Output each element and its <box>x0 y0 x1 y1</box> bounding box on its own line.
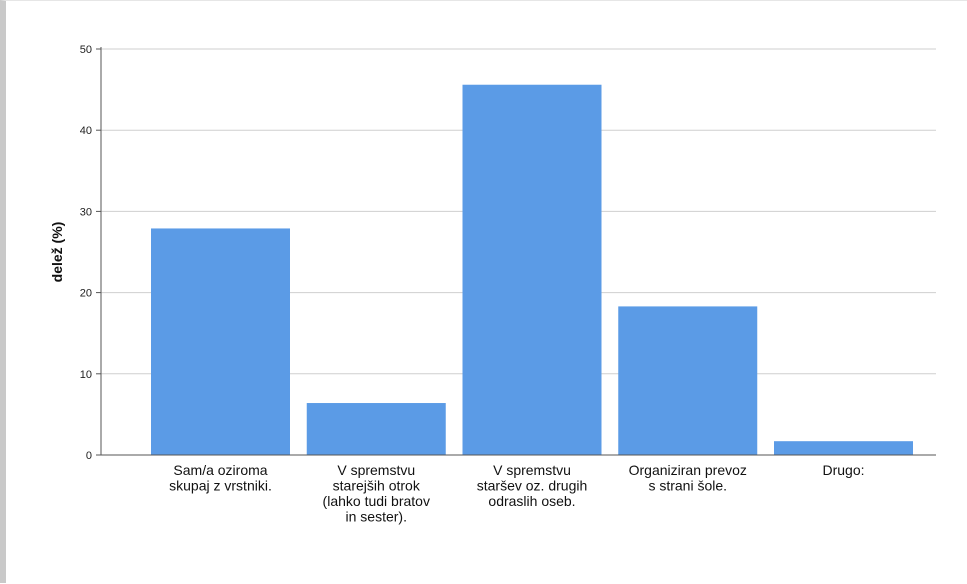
bar-5 <box>774 441 913 455</box>
bars <box>151 84 913 455</box>
x-category-label-line: in sester). <box>346 509 407 525</box>
x-category-label: V spremstvu starejših otrok (lahko tudi br… <box>323 462 430 525</box>
x-category-label-line: V spremstvu <box>493 462 571 478</box>
bar-chart: 0 10 20 30 40 50 Sam/a oziroma skupaj z vrstnik… <box>49 44 936 525</box>
x-category-label: V spremstvu staršev oz. drugih odraslih os… <box>477 462 588 509</box>
x-category-label-line: staršev oz. drugih <box>477 478 588 494</box>
x-category-label-line: odraslih oseb. <box>488 493 575 509</box>
y-axis-title: delež (%) <box>49 222 65 283</box>
y-tick-label: 40 <box>80 125 92 137</box>
y-tick-label: 50 <box>80 44 92 56</box>
x-category-label-line: Organiziran prevoz <box>629 462 747 478</box>
y-tick-label: 10 <box>80 369 92 381</box>
x-category-label-line: s strani šole. <box>648 478 727 494</box>
y-tick-label: 20 <box>80 288 92 300</box>
bar-1 <box>151 228 290 455</box>
x-category-label-line: starejših otrok <box>333 478 421 494</box>
x-category-label-line: (lahko tudi bratov <box>323 493 430 509</box>
axes <box>96 47 936 456</box>
bar-4 <box>618 306 758 455</box>
x-category-label-line: Drugo: <box>822 462 864 478</box>
x-category-label-line: V spremstvu <box>337 462 415 478</box>
x-category-label-line: Sam/a oziroma <box>173 462 267 478</box>
bar-2 <box>306 403 446 455</box>
x-category-label: Sam/a oziroma skupaj z vrstniki. <box>169 462 272 494</box>
x-category-label: Organiziran prevoz s strani šole. <box>629 462 747 494</box>
y-tick-label: 30 <box>80 206 92 218</box>
bar-3 <box>462 84 602 455</box>
labels: 0 10 20 30 40 50 Sam/a oziroma skupaj z vrstnik… <box>49 44 865 525</box>
y-tick-label: 0 <box>86 450 92 462</box>
x-category-label: Drugo: <box>822 462 864 478</box>
x-category-label-line: skupaj z vrstniki. <box>169 478 272 494</box>
